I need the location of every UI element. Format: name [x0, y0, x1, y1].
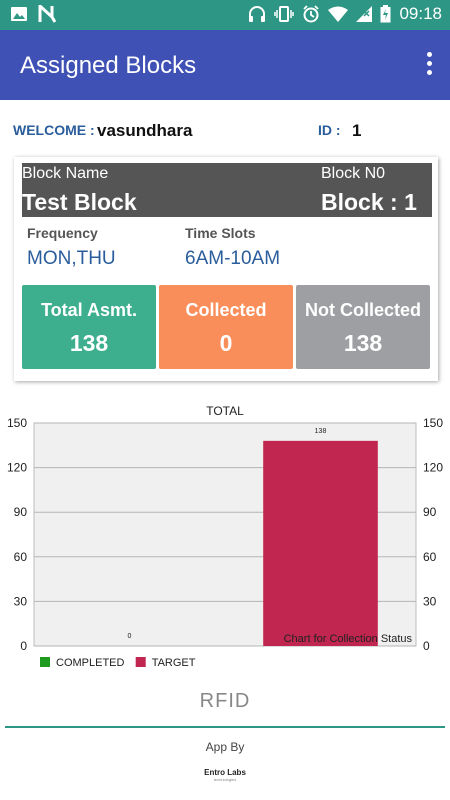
y-tick-right-120: 120 — [423, 461, 443, 475]
frequency-value: MON,THU — [27, 248, 116, 269]
image-icon — [10, 6, 28, 22]
welcome-label: WELCOME : — [13, 122, 95, 138]
collected-tile[interactable]: Collected 0 — [159, 285, 293, 369]
rfid-logo: RFID — [199, 690, 251, 712]
company-name: Entro Labs — [204, 768, 246, 777]
status-bar: 09:18 — [0, 0, 450, 30]
overflow-menu-icon[interactable] — [424, 52, 434, 78]
total-assessment-value: 138 — [69, 330, 109, 356]
not-collected-value: 138 — [343, 330, 383, 356]
y-tick-left-150: 150 — [7, 416, 27, 430]
wifi-icon — [328, 6, 349, 22]
block-number-label: Block N0 — [321, 165, 386, 182]
y-tick-right-0: 0 — [423, 639, 430, 653]
y-tick-right-150: 150 — [423, 416, 443, 430]
page-title: Assigned Blocks — [20, 52, 197, 79]
headphones-icon — [248, 5, 266, 23]
data-label-target: 138 — [315, 428, 327, 435]
chart-description: Chart for Collection Status — [284, 633, 413, 645]
collected-label: Collected — [185, 300, 267, 320]
collection-status-chart: TOTAL 0 0 30 30 60 60 90 90 120 120 150 150 0 138 Chart… — [7, 404, 443, 669]
total-assessment-tile[interactable]: Total Asmt. 138 — [22, 285, 156, 369]
collected-value: 0 — [219, 330, 233, 356]
data-label-completed: 0 — [128, 633, 132, 640]
time-slots-label: Time Slots — [185, 225, 256, 241]
y-tick-left-30: 30 — [14, 594, 28, 608]
company-logo: Entro Labs technologies — [0, 768, 450, 782]
block-number-value: Block : 1 — [321, 189, 417, 215]
y-tick-right-90: 90 — [423, 505, 437, 519]
signal-icon — [356, 6, 373, 22]
id-value: 1 — [352, 121, 362, 140]
legend-label-completed: COMPLETED — [56, 657, 125, 669]
legend-swatch-completed — [40, 657, 50, 667]
app-bar: Assigned Blocks — [0, 30, 450, 100]
block-name-label: Block Name — [22, 165, 109, 182]
frequency-label: Frequency — [27, 225, 98, 241]
y-tick-right-60: 60 — [423, 550, 437, 564]
y-tick-left-0: 0 — [20, 639, 27, 653]
time-slots-value: 6AM-10AM — [185, 248, 281, 269]
welcome-username: vasundhara — [97, 121, 193, 140]
y-tick-left-90: 90 — [14, 505, 28, 519]
y-tick-right-30: 30 — [423, 594, 437, 608]
battery-charging-icon — [380, 5, 391, 23]
id-label: ID : — [318, 122, 341, 138]
chart-title: TOTAL — [206, 404, 244, 418]
legend-swatch-target — [135, 657, 146, 667]
company-tagline: technologies — [213, 777, 237, 782]
block-header: Block Name Test Block Block N0 Block : 1 — [22, 163, 432, 217]
alarm-icon — [302, 5, 320, 23]
n-icon — [38, 5, 56, 23]
block-name-value: Test Block — [22, 189, 137, 215]
not-collected-label: Not Collected — [304, 300, 421, 320]
legend-label-target: TARGET — [152, 657, 196, 669]
y-tick-left-120: 120 — [7, 461, 27, 475]
status-time: 09:18 — [399, 4, 442, 23]
app-by-label: App By — [205, 740, 245, 754]
vibrate-icon — [274, 5, 295, 23]
footer-divider — [5, 726, 445, 728]
bar-target — [263, 440, 378, 646]
total-assessment-label: Total Asmt. — [40, 300, 137, 320]
not-collected-tile[interactable]: Not Collected 138 — [296, 285, 430, 369]
block-card[interactable]: Block Name Test Block Block N0 Block : 1… — [14, 157, 438, 381]
y-tick-left-60: 60 — [14, 550, 28, 564]
